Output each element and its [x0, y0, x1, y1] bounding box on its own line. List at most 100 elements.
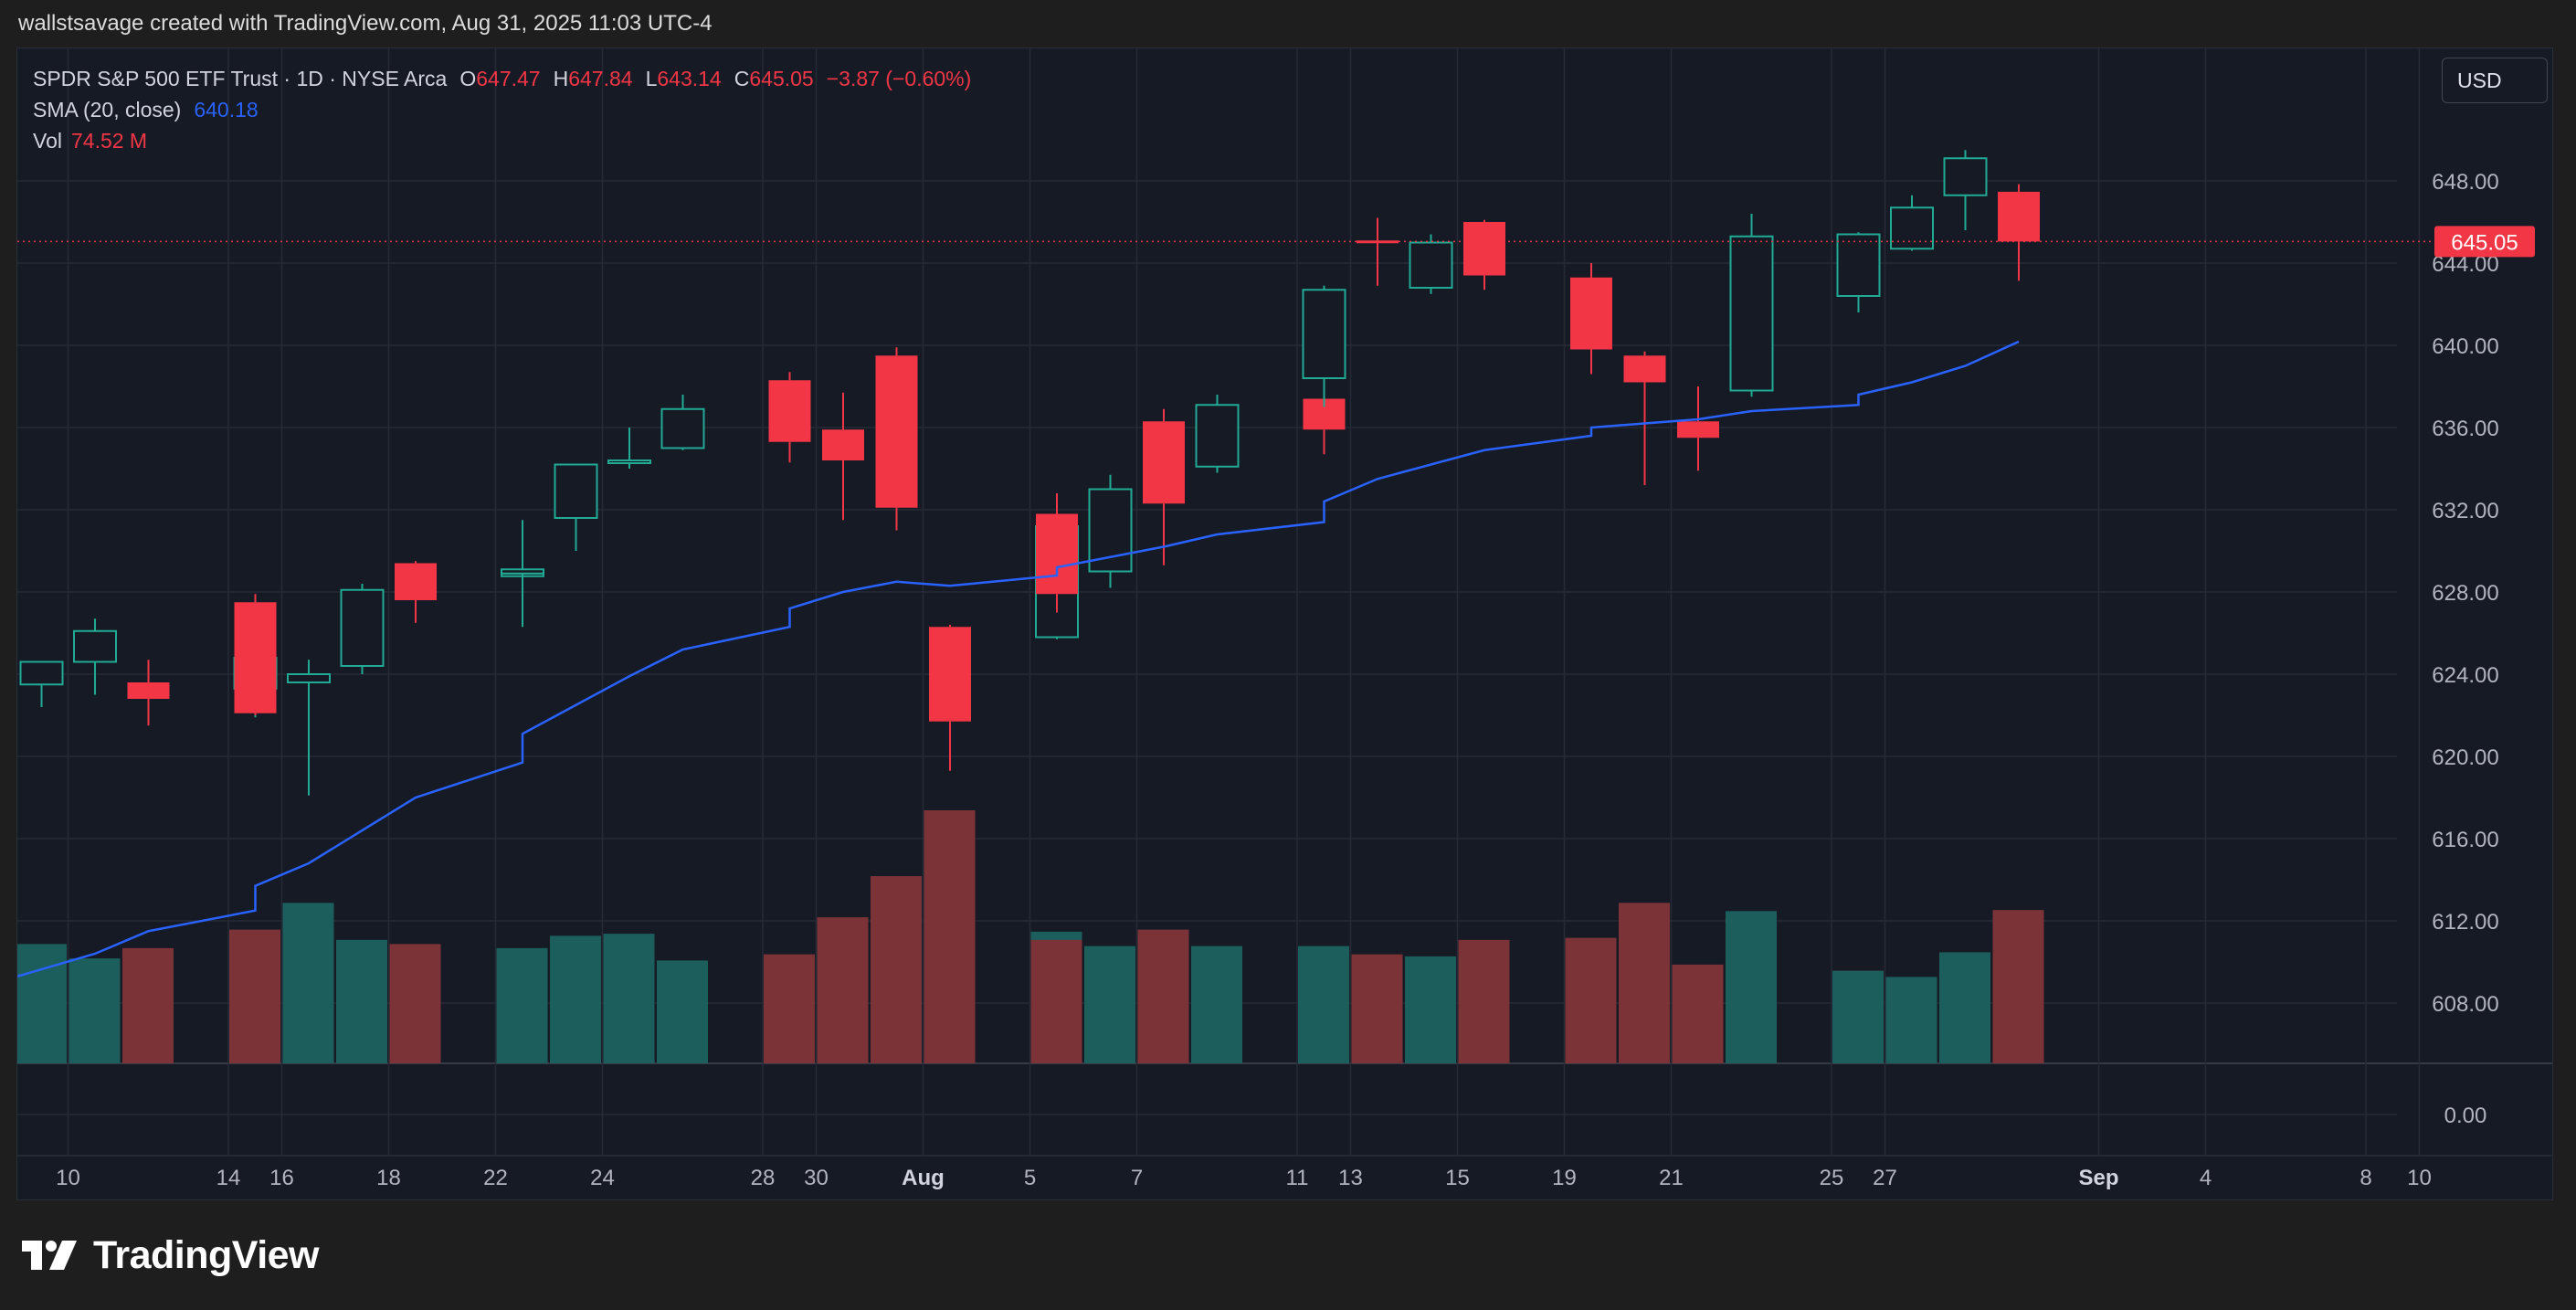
price-tick-label: 632.00	[2432, 499, 2498, 523]
x-tick-label: 15	[1445, 1166, 1470, 1190]
candle-body	[1036, 513, 1078, 595]
candle-body	[340, 588, 385, 667]
currency-button[interactable]: USD	[2442, 58, 2548, 103]
volume-bar	[1939, 952, 1990, 1063]
x-tick-label: 10	[56, 1166, 80, 1190]
candle-body	[929, 627, 971, 722]
volume-bar	[1030, 939, 1082, 1063]
volume-bar	[1137, 929, 1189, 1063]
volume-bar	[1672, 964, 1724, 1063]
candle-body	[1143, 421, 1185, 504]
price-tick-label: 612.00	[2432, 910, 2498, 935]
candle-body	[768, 380, 811, 442]
x-tick-label: 19	[1552, 1166, 1577, 1190]
volume-bar	[1351, 954, 1403, 1063]
volume-bar	[389, 944, 441, 1063]
candle-body	[1623, 355, 1666, 383]
x-tick-label: 24	[590, 1166, 615, 1190]
x-tick-label: Aug	[902, 1166, 945, 1190]
header-bar: wallstsavage created with TradingView.co…	[0, 0, 2576, 48]
x-tick-label: 18	[376, 1166, 401, 1190]
open-value: 647.47	[476, 67, 541, 90]
candle-body	[1729, 235, 1774, 392]
volume-bar	[229, 929, 280, 1063]
volume-bar	[69, 958, 121, 1063]
volume-bar	[817, 917, 869, 1063]
sma-label: SMA (20, close)	[33, 98, 182, 121]
volume-bar	[1405, 956, 1456, 1063]
volume-bar	[1084, 946, 1135, 1063]
candle-body	[1677, 421, 1719, 438]
x-tick-label: 25	[1820, 1166, 1844, 1190]
volume-legend[interactable]: Vol 74.52 M	[33, 129, 147, 153]
sma-value: 640.18	[194, 98, 259, 121]
candle-body	[501, 568, 544, 575]
volume-bar	[282, 903, 334, 1063]
volume-bar	[496, 954, 548, 1063]
candle-body	[660, 407, 705, 449]
candle-body	[287, 673, 331, 683]
candle-body	[1302, 289, 1346, 379]
volume-bar	[17, 944, 67, 1063]
candlestick-chart[interactable]: 10 14 16 18 22 24 28 30 Aug 5 7 11 13 15 19 21 25 27 Sep 4 8…	[17, 48, 2553, 1200]
price-tick-label: 608.00	[2432, 992, 2498, 1017]
price-tick-label: 636.00	[2432, 417, 2498, 441]
candle-body	[19, 660, 64, 686]
candle-body	[1998, 191, 2040, 242]
x-tick-label: 14	[216, 1166, 241, 1190]
price-tick-label: 616.00	[2432, 828, 2498, 852]
volume-bar	[122, 947, 174, 1063]
volume-bar	[657, 960, 708, 1063]
brand-name: TradingView	[93, 1232, 320, 1277]
candle-body	[554, 463, 598, 519]
last-price-label: 645.05	[2451, 230, 2518, 255]
volume-bar	[1298, 946, 1349, 1063]
candle-body	[1463, 222, 1505, 276]
candle-body	[875, 355, 918, 508]
volume-value: 74.52 M	[70, 129, 148, 153]
candle-body	[395, 563, 437, 600]
last-price-badge	[2434, 226, 2535, 258]
candle-body	[1195, 404, 1240, 468]
x-tick-label: 22	[483, 1166, 508, 1190]
candle-body	[73, 629, 117, 663]
x-tick-label: 8	[2360, 1166, 2371, 1190]
x-tick-label: 4	[2200, 1166, 2212, 1190]
x-tick-label: 13	[1338, 1166, 1363, 1190]
change-value: −3.87 (−0.60%)	[826, 67, 972, 90]
x-tick-label: 28	[751, 1166, 776, 1190]
symbol-name[interactable]: SPDR S&P 500 ETF Trust · 1D · NYSE Arca	[33, 67, 448, 90]
volume-label: Vol	[33, 129, 62, 153]
x-tick-label: Sep	[2078, 1166, 2118, 1190]
price-tick-label: 620.00	[2432, 745, 2498, 770]
x-tick-label: 30	[804, 1166, 829, 1190]
footer: TradingView	[0, 1200, 2576, 1310]
volume-bar	[1458, 939, 1510, 1063]
volume-bar	[603, 934, 655, 1063]
close-value: 645.05	[749, 67, 814, 90]
volume-bar	[1885, 977, 1937, 1063]
volume-bar	[1191, 946, 1242, 1063]
candle-body	[607, 460, 651, 464]
volume-bar	[1832, 970, 1884, 1063]
volume-bar	[336, 939, 387, 1063]
volume-axis-label: 0.00	[2444, 1104, 2487, 1128]
sma-line	[17, 340, 2020, 977]
sma-legend[interactable]: SMA (20, close) 640.18	[33, 98, 259, 122]
low-label: L	[645, 67, 658, 90]
price-tick-label: 640.00	[2432, 334, 2498, 359]
volume-bar	[924, 810, 976, 1063]
candle-body	[822, 429, 864, 460]
high-value: 647.84	[568, 67, 633, 90]
price-tick-label: 648.00	[2432, 170, 2498, 195]
x-tick-label: 11	[1286, 1166, 1309, 1190]
candle-body	[1836, 233, 1881, 297]
volume-bar	[1726, 911, 1777, 1063]
volume-bar	[871, 876, 922, 1063]
symbol-legend: SPDR S&P 500 ETF Trust · 1D · NYSE Arca …	[33, 67, 971, 91]
x-tick-label: 10	[2407, 1166, 2432, 1190]
candle-body	[1890, 206, 1934, 250]
open-label: O	[459, 67, 477, 90]
x-tick-label: 27	[1873, 1166, 1897, 1190]
chart-panel[interactable]: 10 14 16 18 22 24 28 30 Aug 5 7 11 13 15 19 21 25 27 Sep 4 8…	[16, 48, 2553, 1200]
